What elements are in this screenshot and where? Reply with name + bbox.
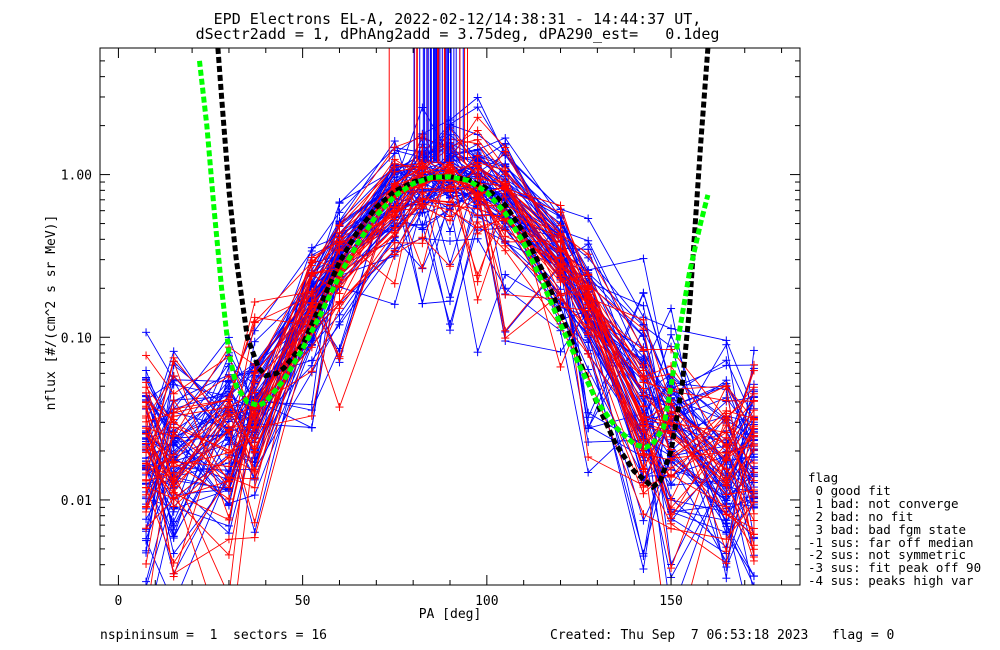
chart-title-line1: EPD Electrons EL-A, 2022-02-12/14:38:31 … [213, 10, 702, 28]
legend-item: 3 bad: bad fgm state [808, 521, 967, 537]
flag-legend: flag 0 good fit 1 bad: not converge 2 ba… [808, 470, 982, 589]
data-line [146, 238, 755, 585]
x-tick-label: 0 [115, 594, 123, 609]
data-points [142, 93, 758, 450]
y-tick-label: 0.01 [61, 494, 92, 509]
fit-curve [196, 60, 711, 451]
x-axis-label: PA [deg] [419, 607, 482, 622]
data-points [169, 135, 758, 485]
footer-left: nspininsum = 1 sectors = 16 [100, 628, 327, 643]
y-tick-label: 0.10 [61, 331, 92, 346]
legend-title: flag [808, 470, 839, 485]
y-axis-label: nflux [#/(cm^2 s sr MeV)] [44, 215, 59, 411]
legend-item: 1 bad: not converge [808, 495, 959, 511]
legend-item: -2 sus: not symmetric [808, 547, 967, 563]
footer-right: Created: Thu Sep 7 06:53:18 2023 flag = … [550, 628, 895, 643]
data-line [145, 165, 755, 564]
x-tick-label: 150 [659, 594, 682, 609]
saturation-bars [388, 48, 469, 162]
x-tick-label: 100 [475, 594, 498, 609]
legend-item: -1 sus: far off median [808, 534, 974, 550]
legend-item: 0 good fit [808, 482, 891, 498]
data-series-group [142, 48, 758, 585]
chart-title-line2: dSectr2add = 1, dPhAng2add = 3.75deg, dP… [195, 25, 720, 43]
legend-item: -3 sus: fit peak off 90 [808, 560, 982, 576]
data-points [142, 158, 758, 522]
legend-item: 2 bad: no fit [808, 508, 914, 524]
legend-item: -4 sus: peaks high var [808, 573, 974, 589]
y-tick-label: 1.00 [61, 169, 92, 184]
x-tick-label: 50 [295, 594, 311, 609]
